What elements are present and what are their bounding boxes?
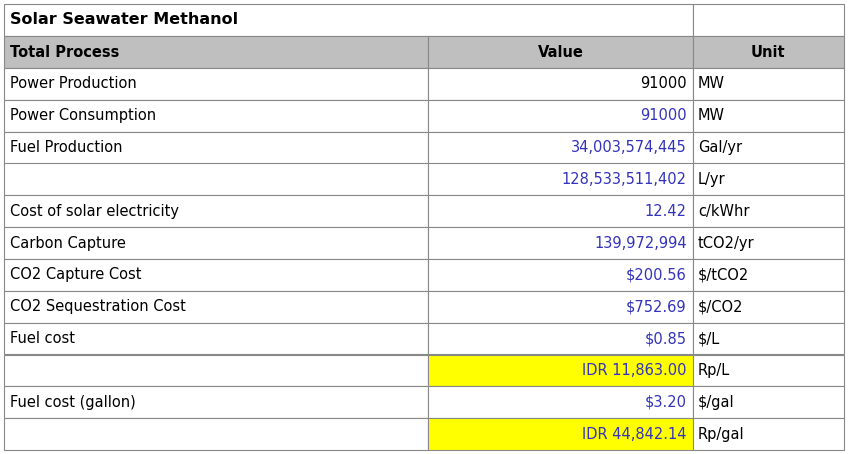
Text: Solar Seawater Methanol: Solar Seawater Methanol: [10, 13, 238, 28]
Bar: [4, 36, 428, 68]
Text: Power Production: Power Production: [10, 76, 137, 91]
Bar: [428, 195, 693, 227]
Bar: [4, 291, 428, 323]
Bar: [4, 100, 428, 132]
Bar: [4, 132, 428, 163]
Bar: [4, 323, 428, 355]
Bar: [693, 259, 844, 291]
Text: CO2 Sequestration Cost: CO2 Sequestration Cost: [10, 299, 186, 314]
Text: MW: MW: [698, 108, 725, 123]
Text: $752.69: $752.69: [626, 299, 687, 314]
Text: tCO2/yr: tCO2/yr: [698, 236, 755, 251]
Text: $/gal: $/gal: [698, 395, 734, 410]
Text: Gal/yr: Gal/yr: [698, 140, 742, 155]
Bar: [693, 68, 844, 100]
Text: Cost of solar electricity: Cost of solar electricity: [10, 204, 179, 219]
Text: Fuel cost (gallon): Fuel cost (gallon): [10, 395, 136, 410]
Text: Carbon Capture: Carbon Capture: [10, 236, 126, 251]
Bar: [693, 100, 844, 132]
Text: 12.42: 12.42: [644, 204, 687, 219]
Bar: [428, 291, 693, 323]
Text: MW: MW: [698, 76, 725, 91]
Text: Total Process: Total Process: [10, 44, 120, 59]
Bar: [693, 418, 844, 450]
Bar: [4, 68, 428, 100]
Bar: [4, 355, 428, 386]
Text: Rp/gal: Rp/gal: [698, 427, 745, 442]
Text: Power Consumption: Power Consumption: [10, 108, 156, 123]
Text: 128,533,511,402: 128,533,511,402: [561, 172, 687, 187]
Bar: [4, 4, 693, 36]
Bar: [693, 355, 844, 386]
Text: 91000: 91000: [640, 76, 687, 91]
Text: 139,972,994: 139,972,994: [594, 236, 687, 251]
Text: L/yr: L/yr: [698, 172, 725, 187]
Bar: [428, 68, 693, 100]
Bar: [428, 259, 693, 291]
Bar: [428, 227, 693, 259]
Bar: [4, 195, 428, 227]
Bar: [4, 227, 428, 259]
Bar: [428, 386, 693, 418]
Text: $/CO2: $/CO2: [698, 299, 744, 314]
Text: IDR 11,863.00: IDR 11,863.00: [583, 363, 687, 378]
Text: CO2 Capture Cost: CO2 Capture Cost: [10, 267, 142, 282]
Text: c/kWhr: c/kWhr: [698, 204, 750, 219]
Bar: [4, 163, 428, 195]
Text: $/tCO2: $/tCO2: [698, 267, 749, 282]
Bar: [4, 386, 428, 418]
Bar: [428, 418, 693, 450]
Bar: [693, 291, 844, 323]
Bar: [693, 4, 844, 36]
Bar: [428, 323, 693, 355]
Bar: [693, 132, 844, 163]
Bar: [428, 132, 693, 163]
Text: Value: Value: [538, 44, 583, 59]
Text: $3.20: $3.20: [644, 395, 687, 410]
Text: $0.85: $0.85: [644, 331, 687, 346]
Text: Fuel Production: Fuel Production: [10, 140, 122, 155]
Text: IDR 44,842.14: IDR 44,842.14: [583, 427, 687, 442]
Text: $200.56: $200.56: [626, 267, 687, 282]
Bar: [428, 36, 693, 68]
Text: 34,003,574,445: 34,003,574,445: [571, 140, 687, 155]
Bar: [428, 355, 693, 386]
Bar: [693, 386, 844, 418]
Text: Fuel cost: Fuel cost: [10, 331, 75, 346]
Text: 91000: 91000: [640, 108, 687, 123]
Bar: [693, 36, 844, 68]
Bar: [428, 163, 693, 195]
Bar: [693, 227, 844, 259]
Text: Unit: Unit: [751, 44, 786, 59]
Bar: [428, 100, 693, 132]
Bar: [693, 163, 844, 195]
Bar: [4, 259, 428, 291]
Bar: [693, 195, 844, 227]
Bar: [4, 418, 428, 450]
Text: Rp/L: Rp/L: [698, 363, 730, 378]
Text: $/L: $/L: [698, 331, 720, 346]
Bar: [693, 323, 844, 355]
